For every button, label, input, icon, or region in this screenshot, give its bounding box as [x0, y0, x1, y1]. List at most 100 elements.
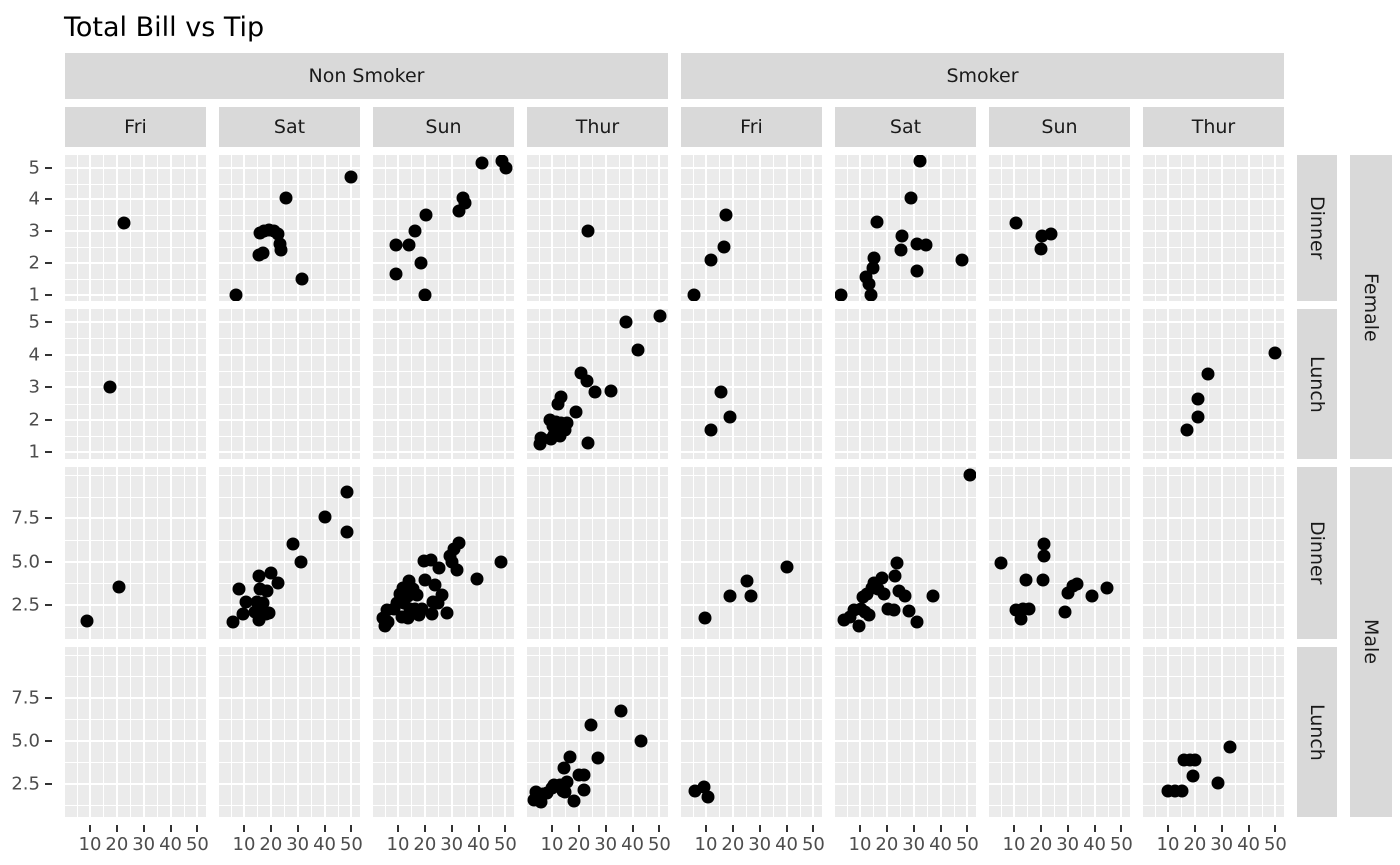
x-tick-mark — [323, 825, 326, 832]
data-point — [1100, 581, 1114, 595]
data-point — [631, 343, 645, 357]
data-point — [913, 155, 927, 168]
data-point — [1061, 586, 1075, 600]
data-point — [581, 436, 595, 450]
y-tick-mark — [45, 198, 52, 201]
day-label: Fri — [740, 116, 763, 138]
data-point — [904, 191, 918, 205]
data-point — [890, 556, 904, 570]
x-axis-col-4: 10 20 30 40 50 — [527, 825, 671, 859]
facet-panel-female-dinner-smoker-fri — [681, 155, 822, 301]
y-tick-label: 1 — [28, 441, 40, 463]
facet-strip-non-smoker-label: Non Smoker — [308, 65, 425, 87]
y-tick-label: 7.5 — [11, 687, 40, 709]
x-tick-label: 50 — [1109, 834, 1133, 855]
y-tick-mark — [45, 782, 52, 785]
x-tick-label: 50 — [185, 834, 209, 855]
data-point — [534, 795, 548, 809]
data-point — [723, 589, 737, 603]
data-point — [410, 588, 424, 602]
data-point — [236, 607, 250, 621]
data-point — [402, 238, 416, 252]
facet-panel-female-lunch-non-smoker-thur — [527, 309, 668, 459]
y-tick-label: 3 — [28, 376, 40, 398]
data-point — [687, 288, 701, 301]
data-point — [1268, 346, 1282, 360]
facet-panel-male-dinner-non-smoker-thur — [527, 467, 668, 639]
data-point — [412, 608, 426, 622]
data-point — [563, 750, 577, 764]
data-point — [452, 204, 466, 218]
data-point — [704, 253, 718, 267]
data-point — [260, 584, 274, 598]
y-tick-label: 5.0 — [11, 551, 40, 573]
facet-panel-female-lunch-non-smoker-sun — [373, 309, 514, 459]
data-point — [1191, 392, 1205, 406]
x-tick-mark — [885, 825, 888, 832]
facet-panel-female-lunch-smoker-fri — [681, 309, 822, 459]
data-point — [318, 510, 332, 523]
facet-panel-male-lunch-non-smoker-sun — [373, 647, 514, 817]
data-point — [577, 783, 591, 797]
x-axis-col-6: 10 20 30 40 50 — [835, 825, 979, 859]
data-point — [401, 611, 415, 625]
x-tick-mark — [350, 825, 353, 832]
x-tick-label: 30 — [132, 834, 156, 855]
data-point — [262, 606, 276, 620]
data-point — [837, 613, 851, 627]
day-label: Fri — [124, 116, 147, 138]
y-tick-label: 2.5 — [11, 773, 40, 794]
data-point — [926, 589, 940, 603]
x-tick-mark — [939, 825, 942, 832]
data-point — [279, 191, 293, 205]
data-point — [414, 256, 428, 270]
data-point — [286, 537, 300, 551]
data-point — [494, 555, 508, 569]
data-point — [569, 405, 583, 419]
x-tick-mark — [242, 825, 245, 832]
x-tick-label: 10 — [232, 834, 256, 855]
facet-panel-female-lunch-smoker-sun — [989, 309, 1130, 459]
data-point — [1085, 589, 1099, 603]
x-tick-mark — [758, 825, 761, 832]
data-point — [1034, 242, 1048, 256]
y-tick-label: 7.5 — [11, 507, 40, 529]
time-label: Dinner — [1306, 521, 1328, 585]
x-tick-label: 10 — [540, 834, 564, 855]
x-tick-label: 50 — [339, 834, 363, 855]
facet-strip-smoker-label: Smoker — [946, 65, 1019, 87]
x-tick-label: 30 — [1056, 834, 1080, 855]
x-tick-mark — [1039, 825, 1042, 832]
day-label: Sun — [425, 116, 462, 138]
x-tick-label: 20 — [567, 834, 591, 855]
x-tick-label: 40 — [313, 834, 336, 855]
facet-strip-sex-female: Female — [1350, 155, 1392, 459]
data-point — [544, 432, 558, 446]
x-tick-label: 30 — [440, 834, 464, 855]
x-tick-label: 10 — [78, 834, 102, 855]
data-point — [604, 384, 618, 398]
data-point — [887, 603, 901, 617]
x-tick-label: 30 — [902, 834, 926, 855]
x-tick-mark — [704, 825, 707, 832]
data-point — [577, 768, 591, 782]
facet-panel-male-dinner-smoker-sat — [835, 467, 976, 639]
x-tick-label: 40 — [159, 834, 182, 855]
x-tick-label: 10 — [386, 834, 410, 855]
x-tick-label: 40 — [467, 834, 490, 855]
y-axis-male-dinner: 2.5 5.0 7.5 — [6, 467, 52, 639]
data-point — [714, 385, 728, 399]
data-point — [470, 572, 484, 586]
sex-label: Female — [1360, 272, 1382, 342]
facet-strip-time-dinner-male: Dinner — [1297, 467, 1337, 639]
time-label: Dinner — [1306, 196, 1328, 260]
data-point — [634, 734, 648, 748]
facet-strip-non-smoker: Non Smoker — [65, 53, 668, 99]
data-point — [264, 566, 278, 580]
y-tick-mark — [45, 604, 52, 607]
data-point — [835, 288, 848, 301]
facet-panel-female-dinner-non-smoker-sat — [219, 155, 360, 301]
x-tick-mark — [731, 825, 734, 832]
chart-title: Total Bill vs Tip — [64, 12, 265, 43]
facet-panel-female-dinner-non-smoker-sun — [373, 155, 514, 301]
